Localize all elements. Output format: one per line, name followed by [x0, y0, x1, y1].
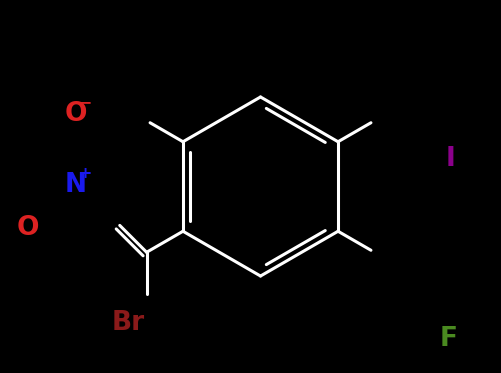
- Text: O: O: [17, 214, 39, 241]
- Text: −: −: [78, 95, 92, 110]
- Text: O: O: [64, 101, 87, 127]
- Text: +: +: [78, 166, 92, 181]
- Text: I: I: [446, 145, 456, 172]
- Text: F: F: [439, 326, 457, 352]
- Text: Br: Br: [111, 310, 144, 336]
- Text: N: N: [64, 172, 86, 198]
